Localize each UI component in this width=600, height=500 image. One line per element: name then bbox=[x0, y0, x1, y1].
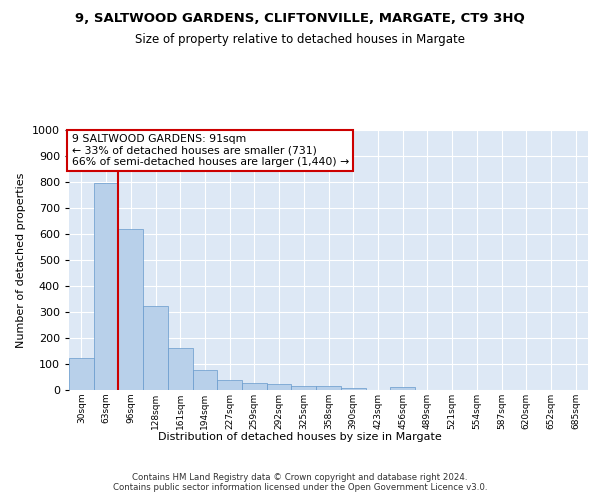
Text: Contains HM Land Registry data © Crown copyright and database right 2024.
Contai: Contains HM Land Registry data © Crown c… bbox=[113, 472, 487, 492]
Bar bbox=[390, 388, 415, 390]
Bar bbox=[217, 380, 242, 390]
Bar bbox=[292, 386, 316, 390]
Y-axis label: Number of detached properties: Number of detached properties bbox=[16, 172, 26, 348]
Text: 9 SALTWOOD GARDENS: 91sqm
← 33% of detached houses are smaller (731)
66% of semi: 9 SALTWOOD GARDENS: 91sqm ← 33% of detac… bbox=[71, 134, 349, 167]
Bar bbox=[143, 306, 168, 390]
Bar bbox=[168, 348, 193, 390]
Bar bbox=[267, 384, 292, 390]
Bar bbox=[316, 386, 341, 390]
Bar bbox=[193, 370, 217, 390]
Text: Distribution of detached houses by size in Margate: Distribution of detached houses by size … bbox=[158, 432, 442, 442]
Bar bbox=[94, 184, 118, 390]
Bar bbox=[118, 229, 143, 390]
Bar bbox=[69, 358, 94, 390]
Bar bbox=[242, 383, 267, 390]
Text: Size of property relative to detached houses in Margate: Size of property relative to detached ho… bbox=[135, 32, 465, 46]
Bar bbox=[341, 388, 365, 390]
Text: 9, SALTWOOD GARDENS, CLIFTONVILLE, MARGATE, CT9 3HQ: 9, SALTWOOD GARDENS, CLIFTONVILLE, MARGA… bbox=[75, 12, 525, 26]
